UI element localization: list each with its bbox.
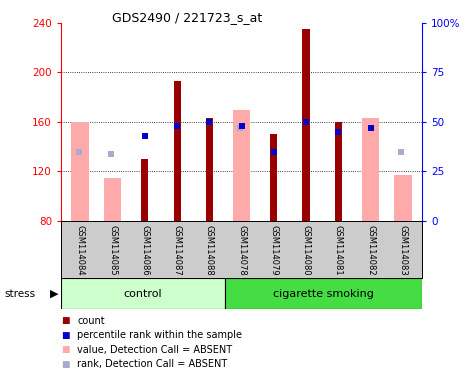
Text: GSM114088: GSM114088: [205, 225, 214, 276]
Text: count: count: [77, 316, 105, 326]
Text: GSM114087: GSM114087: [173, 225, 182, 276]
Text: value, Detection Call = ABSENT: value, Detection Call = ABSENT: [77, 345, 233, 355]
Text: GDS2490 / 221723_s_at: GDS2490 / 221723_s_at: [112, 12, 263, 25]
Text: GSM114084: GSM114084: [76, 225, 85, 276]
Bar: [71, 122, 89, 221]
Bar: [206, 118, 213, 221]
Text: ■: ■: [61, 316, 69, 325]
Text: GSM114078: GSM114078: [237, 225, 246, 276]
Text: stress: stress: [5, 289, 36, 299]
Text: percentile rank within the sample: percentile rank within the sample: [77, 330, 242, 340]
Text: GSM114081: GSM114081: [334, 225, 343, 276]
Text: GSM114083: GSM114083: [398, 225, 407, 276]
Text: ■: ■: [61, 360, 69, 369]
Text: GSM114080: GSM114080: [302, 225, 310, 276]
Text: GSM114082: GSM114082: [366, 225, 375, 276]
Text: ▶: ▶: [50, 289, 58, 299]
Bar: [225, 278, 422, 309]
Bar: [270, 134, 277, 221]
Bar: [394, 175, 412, 221]
Bar: [141, 159, 148, 221]
Text: control: control: [124, 289, 162, 299]
Bar: [303, 29, 310, 221]
Text: ■: ■: [61, 345, 69, 354]
Bar: [174, 81, 181, 221]
Bar: [362, 118, 379, 221]
Bar: [233, 109, 250, 221]
Bar: [104, 177, 121, 221]
Text: cigarette smoking: cigarette smoking: [273, 289, 374, 299]
Text: ■: ■: [61, 331, 69, 340]
Text: GSM114079: GSM114079: [269, 225, 278, 276]
Bar: [335, 122, 342, 221]
Bar: [61, 278, 225, 309]
Text: rank, Detection Call = ABSENT: rank, Detection Call = ABSENT: [77, 359, 227, 369]
Text: GSM114085: GSM114085: [108, 225, 117, 276]
Text: GSM114086: GSM114086: [140, 225, 149, 276]
